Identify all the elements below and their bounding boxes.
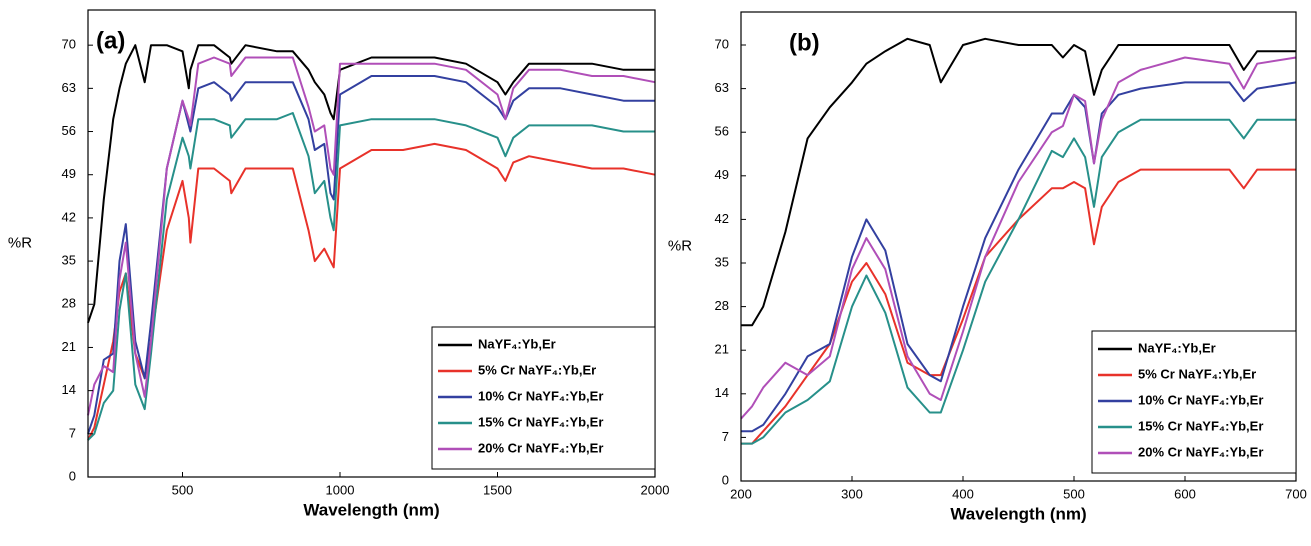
legend-label: 5% Cr NaYF₄:Yb,Er <box>1138 366 1256 381</box>
y-axis-title: %R <box>8 234 32 251</box>
x-tick-label: 400 <box>952 486 974 501</box>
y-tick-label: 42 <box>715 211 729 226</box>
x-axis-title: Wavelength (nm) <box>303 500 439 519</box>
y-tick-label: 63 <box>62 80 76 95</box>
y-tick-label: 14 <box>715 385 729 400</box>
legend-label: 10% Cr NaYF₄:Yb,Er <box>1138 392 1263 407</box>
panel-label: (b) <box>789 29 820 56</box>
x-tick-label: 300 <box>841 486 863 501</box>
legend-label: 15% Cr NaYF₄:Yb,Er <box>478 414 603 429</box>
x-tick-label: 500 <box>1063 486 1085 501</box>
y-tick-label: 0 <box>69 468 76 483</box>
y-tick-label: 0 <box>722 472 729 487</box>
series-line <box>87 44 655 324</box>
y-tick-label: 14 <box>62 382 76 397</box>
x-tick-label: 700 <box>1285 486 1307 501</box>
y-tick-label: 70 <box>715 36 729 51</box>
x-tick-label: 500 <box>172 482 194 497</box>
plot-frame <box>740 11 1297 482</box>
panel-label: (a) <box>96 27 125 54</box>
y-tick-label: 63 <box>715 80 729 95</box>
legend-label: 15% Cr NaYF₄:Yb,Er <box>1138 418 1263 433</box>
x-tick-label: 200 <box>730 486 752 501</box>
legend-label: 10% Cr NaYF₄:Yb,Er <box>478 388 603 403</box>
y-tick-label: 35 <box>715 254 729 269</box>
legend-label: NaYF₄:Yb,Er <box>478 336 556 351</box>
y-tick-label: 21 <box>715 342 729 357</box>
x-tick-label: 1000 <box>326 482 355 497</box>
y-tick-label: 35 <box>62 253 76 268</box>
series-line <box>87 112 655 441</box>
y-tick-label: 7 <box>722 429 729 444</box>
series-line <box>740 56 1297 420</box>
x-tick-label: 1500 <box>483 482 512 497</box>
legend-label: 20% Cr NaYF₄:Yb,Er <box>478 440 603 455</box>
y-tick-label: 56 <box>715 124 729 139</box>
y-tick-label: 49 <box>62 166 76 181</box>
series-line <box>87 56 656 416</box>
y-tick-label: 56 <box>62 123 76 138</box>
y-tick-label: 7 <box>69 425 76 440</box>
series-line <box>741 37 1296 327</box>
y-tick-label: 28 <box>62 296 76 311</box>
y-tick-label: 28 <box>715 298 729 313</box>
y-tick-label: 49 <box>715 167 729 182</box>
y-tick-label: 70 <box>62 37 76 52</box>
series-line <box>741 118 1296 445</box>
legend-label: NaYF₄:Yb,Er <box>1138 340 1216 355</box>
legend-label: 5% Cr NaYF₄:Yb,Er <box>478 362 596 377</box>
series-line <box>741 168 1296 445</box>
y-axis-title: %R <box>668 237 692 254</box>
x-tick-label: 600 <box>1174 486 1196 501</box>
y-tick-label: 21 <box>62 339 76 354</box>
x-axis-title: Wavelength (nm) <box>950 504 1086 523</box>
series-line <box>741 81 1297 433</box>
x-tick-label: 2000 <box>641 482 670 497</box>
plot-frame <box>87 9 656 478</box>
legend-label: 20% Cr NaYF₄:Yb,Er <box>1138 444 1263 459</box>
y-tick-label: 42 <box>62 209 76 224</box>
